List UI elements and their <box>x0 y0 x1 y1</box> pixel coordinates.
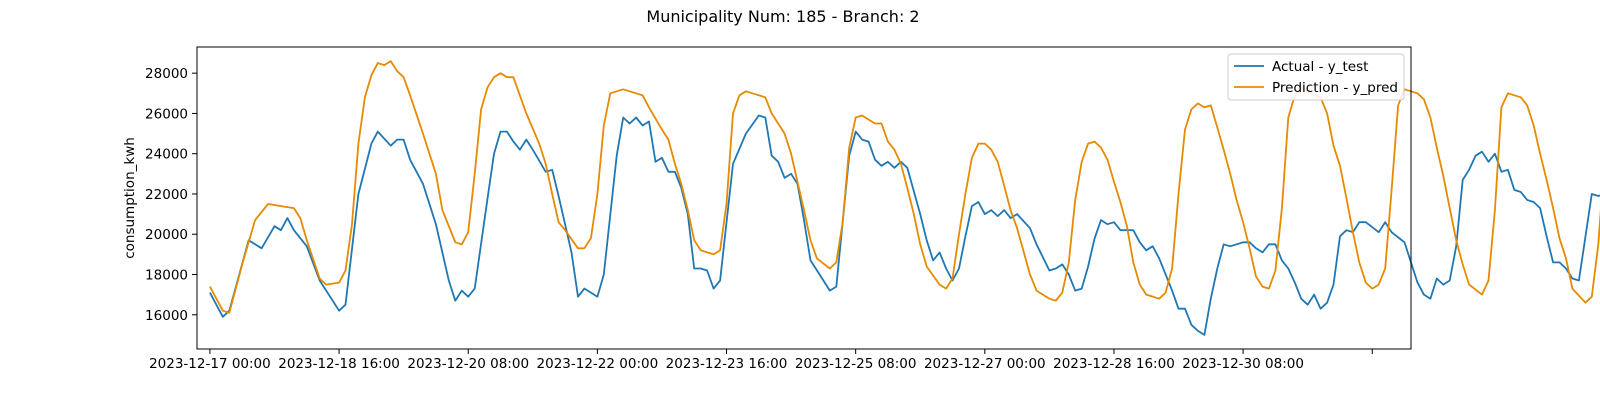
legend: Actual - y_test Prediction - y_pred <box>1227 53 1405 101</box>
legend-label: Actual - y_test <box>1272 59 1368 75</box>
y-tick-label: 24000 <box>145 147 188 163</box>
legend-box <box>1227 53 1405 101</box>
series-layer <box>209 60 1600 336</box>
x-tick-label: 2023-12-23 16:00 <box>666 356 788 372</box>
x-tick-label: 2023-12-22 00:00 <box>537 356 659 372</box>
plot-frame <box>196 46 1412 350</box>
series-line-2 <box>209 60 1600 314</box>
y-tick-label: 26000 <box>145 106 188 122</box>
x-tick-label: 2023-12-27 00:00 <box>924 356 1046 372</box>
y-tick-label: 18000 <box>145 268 188 284</box>
series-line-1 <box>209 114 1600 336</box>
y-tick-label: 16000 <box>145 308 188 324</box>
x-tick-label: 2023-12-25 08:00 <box>795 356 917 372</box>
x-tick-label: 2023-12-30 08:00 <box>1182 356 1304 372</box>
x-tick-label: 2023-12-20 08:00 <box>407 356 529 372</box>
x-tick-label: 2023-12-18 16:00 <box>278 356 400 372</box>
y-tick-label: 20000 <box>145 227 188 243</box>
y-axis: 16000 18000 20000 22000 24000 26000 28000 <box>145 66 197 324</box>
x-tick-label: 2023-12-28 16:00 <box>1053 356 1175 372</box>
legend-label: Prediction - y_pred <box>1272 80 1398 96</box>
chart-title: Municipality Num: 185 - Branch: 2 <box>646 7 919 26</box>
y-tick-label: 28000 <box>145 66 188 82</box>
x-tick-label: 2023-12-17 00:00 <box>149 356 271 372</box>
y-tick-label: 22000 <box>145 187 188 203</box>
x-axis: 2023-12-17 00:00 2023-12-18 16:00 2023-12-… <box>149 349 1373 372</box>
y-axis-title: consumption_kwh <box>122 137 138 259</box>
